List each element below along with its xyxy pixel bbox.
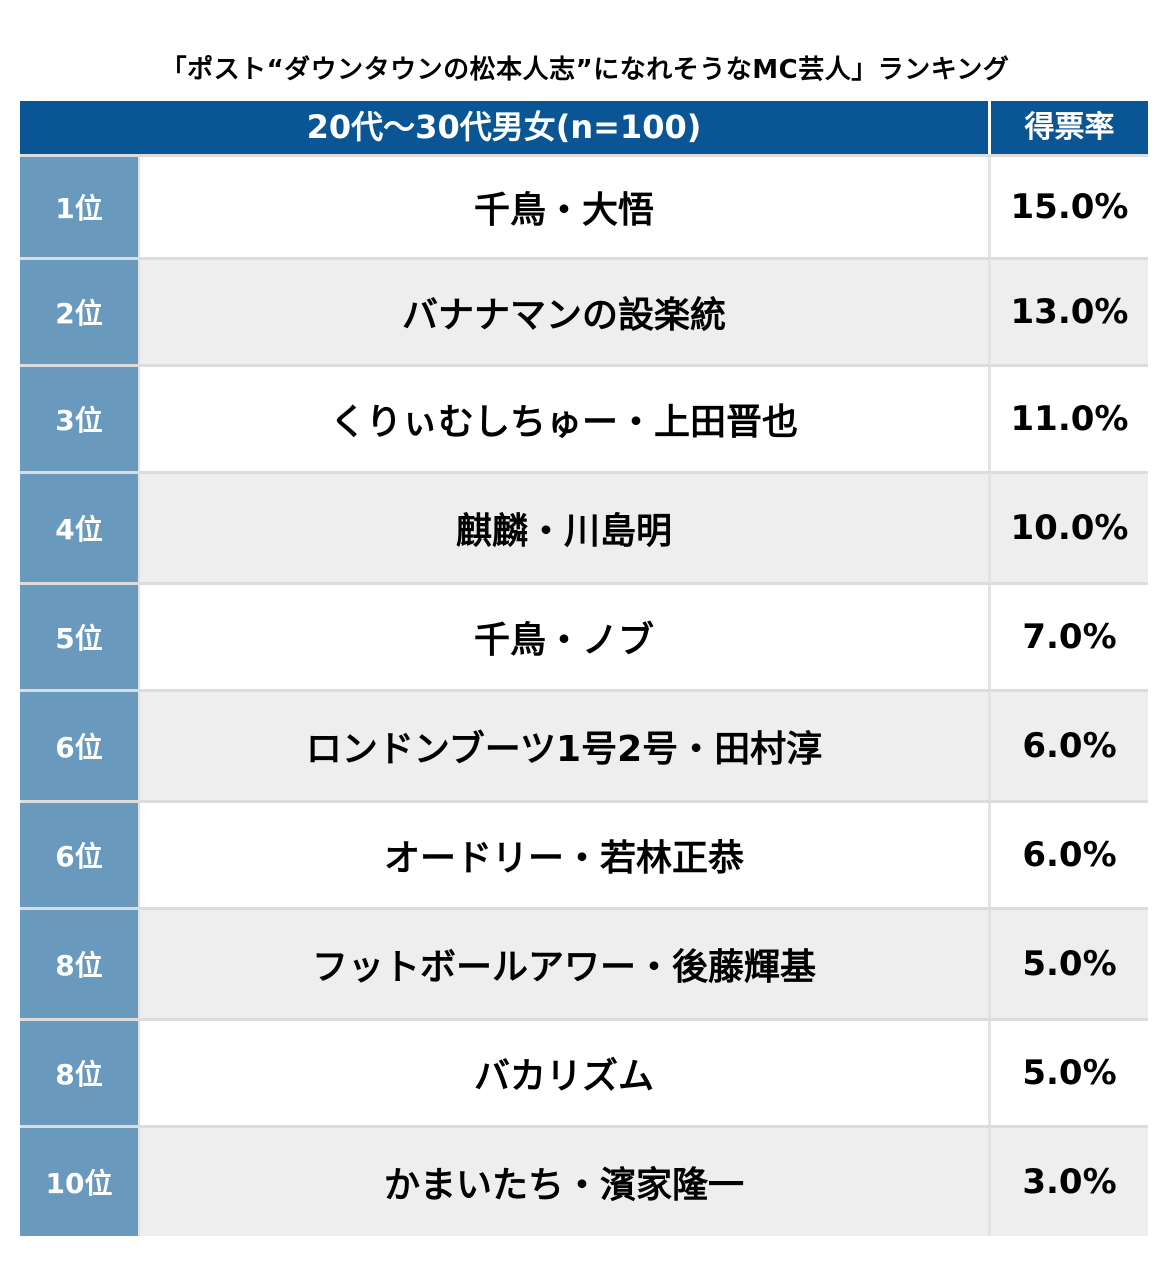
rate-cell: 7.0% [1022, 617, 1117, 657]
rank-cell: 8位 [20, 910, 138, 1018]
rank-cell: 3位 [20, 367, 138, 471]
rank-cell: 1位 [20, 157, 138, 257]
header-divider [988, 101, 991, 154]
rank-cell: 6位 [20, 692, 138, 800]
name-cell: ロンドンブーツ1号2号・田村淳 [138, 692, 988, 800]
rate-cell: 6.0% [1022, 835, 1117, 875]
rate-divider [988, 474, 991, 582]
table-row: 8位 フットボールアワー・後藤輝基 5.0% [20, 907, 1148, 1018]
rate-cell: 5.0% [1022, 944, 1117, 984]
table-header: 20代〜30代男女(n=100) 得票率 [20, 101, 1148, 154]
table-row: 10位 かまいたち・濱家隆一 3.0% [20, 1125, 1148, 1236]
rate-cell: 13.0% [1010, 292, 1129, 332]
rank-cell: 8位 [20, 1021, 138, 1125]
rank-cell: 10位 [20, 1128, 138, 1236]
rate-cell: 11.0% [1010, 399, 1129, 439]
rank-cell: 5位 [20, 585, 138, 689]
name-cell: 千鳥・大悟 [138, 157, 988, 257]
rate-divider [988, 1021, 991, 1125]
rank-cell: 4位 [20, 474, 138, 582]
table-row: 6位 ロンドンブーツ1号2号・田村淳 6.0% [20, 689, 1148, 800]
rate-cell: 5.0% [1022, 1053, 1117, 1093]
rate-divider [988, 367, 991, 471]
header-group-label: 20代〜30代男女(n=100) [306, 108, 702, 146]
name-cell: オードリー・若林正恭 [138, 803, 988, 907]
rank-cell: 2位 [20, 260, 138, 364]
rate-divider [988, 692, 991, 800]
table-row: 4位 麒麟・川島明 10.0% [20, 471, 1148, 582]
rate-cell: 3.0% [1022, 1162, 1117, 1202]
ranking-table: 20代〜30代男女(n=100) 得票率 1位 千鳥・大悟 15.0% 2位 バ… [20, 101, 1148, 1236]
table-row: 1位 千鳥・大悟 15.0% [20, 154, 1148, 257]
rate-divider [988, 585, 991, 689]
rate-cell: 15.0% [1010, 187, 1129, 227]
table-row: 8位 バカリズム 5.0% [20, 1018, 1148, 1125]
name-cell: くりぃむしちゅー・上田晋也 [138, 367, 988, 471]
table-row: 2位 バナナマンの設楽統 13.0% [20, 257, 1148, 364]
rate-cell: 6.0% [1022, 726, 1117, 766]
rate-divider [988, 910, 991, 1018]
table-row: 5位 千鳥・ノブ 7.0% [20, 582, 1148, 689]
name-cell: 麒麟・川島明 [138, 474, 988, 582]
rate-divider [988, 157, 991, 257]
name-cell: かまいたち・濱家隆一 [138, 1128, 988, 1236]
rate-divider [988, 803, 991, 907]
rate-divider [988, 1128, 991, 1236]
page-title: 「ポスト“ダウンタウンの松本人志”になれそうなMC芸人」ランキング [160, 55, 1010, 85]
rank-cell: 6位 [20, 803, 138, 907]
name-cell: バカリズム [138, 1021, 988, 1125]
rate-cell: 10.0% [1010, 508, 1129, 548]
name-cell: フットボールアワー・後藤輝基 [138, 910, 988, 1018]
table-row: 6位 オードリー・若林正恭 6.0% [20, 800, 1148, 907]
table-row: 3位 くりぃむしちゅー・上田晋也 11.0% [20, 364, 1148, 471]
name-cell: バナナマンの設楽統 [138, 260, 988, 364]
name-cell: 千鳥・ノブ [138, 585, 988, 689]
rate-divider [988, 260, 991, 364]
header-rate-label: 得票率 [1024, 110, 1115, 145]
